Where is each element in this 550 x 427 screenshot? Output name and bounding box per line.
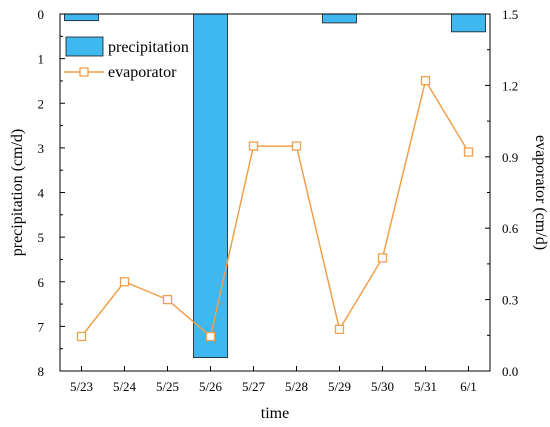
evaporator-point <box>76 331 87 342</box>
x-tick-label: 5/27 <box>242 379 266 394</box>
x-tick-label: 6/1 <box>460 379 477 394</box>
evaporator-point <box>248 141 259 151</box>
right-tick-label: 1.2 <box>502 78 518 93</box>
legend-evaporator-label: evaporator <box>108 64 177 81</box>
precipitation-bar <box>193 13 228 359</box>
right-tick-label: 0.6 <box>502 221 519 236</box>
x-tick-label: 5/31 <box>414 379 437 394</box>
left-tick-label: 8 <box>38 364 45 379</box>
x-tick-label: 5/30 <box>371 379 394 394</box>
legend: precipitation evaporator <box>64 36 189 81</box>
left-y-axis: 0 1 2 3 4 5 6 7 8 <box>38 7 65 379</box>
precipitation-bar <box>322 13 357 24</box>
evaporator-point <box>119 277 130 287</box>
legend-precipitation-swatch <box>65 36 104 57</box>
x-tick-label: 5/25 <box>156 379 179 394</box>
precipitation-bar <box>64 13 99 22</box>
right-tick-label: 0.9 <box>502 150 518 165</box>
left-tick-label: 6 <box>38 275 45 290</box>
left-tick-label: 3 <box>38 141 45 156</box>
left-y-axis-title: precipitation (cm/d) <box>9 129 26 257</box>
right-tick-label: 0.0 <box>502 364 518 379</box>
precipitation-bars <box>64 13 486 359</box>
evaporator-point <box>205 331 216 342</box>
right-tick-label: 0.3 <box>502 293 518 308</box>
plot-frame <box>59 13 491 372</box>
left-tick-label: 4 <box>38 186 45 201</box>
x-tick-label: 5/26 <box>199 379 223 394</box>
evaporator-point <box>334 324 345 335</box>
x-tick-label: 5/29 <box>328 379 351 394</box>
left-tick-label: 7 <box>38 319 45 334</box>
evaporator-line <box>80 78 470 338</box>
evaporator-point <box>377 253 388 263</box>
evaporator-point <box>420 75 431 86</box>
precipitation-bar <box>451 13 486 33</box>
right-y-axis: 0.0 0.3 0.6 0.9 1.2 1.5 <box>485 7 519 379</box>
x-axis-title: time <box>261 405 289 422</box>
evaporator-point <box>463 147 474 157</box>
x-tick-label: 5/28 <box>285 379 308 394</box>
evaporator-point <box>162 294 173 305</box>
x-tick-label: 5/23 <box>70 379 93 394</box>
left-tick-label: 5 <box>38 230 45 245</box>
legend-precipitation-label: precipitation <box>108 39 189 56</box>
x-axis: 5/23 5/24 5/25 5/26 5/27 5/28 5/29 5/30 5/31 6/1 <box>70 366 477 394</box>
right-y-axis-title: evaporator (cm/d) <box>532 135 549 250</box>
x-tick-label: 5/24 <box>113 379 137 394</box>
evaporator-point <box>291 141 302 151</box>
right-tick-label: 1.5 <box>502 7 518 22</box>
left-tick-label: 2 <box>38 96 45 111</box>
evaporator-line-layer <box>76 75 474 342</box>
left-tick-label: 1 <box>38 52 45 67</box>
left-tick-label: 0 <box>38 7 45 22</box>
legend-evaporator-marker <box>79 67 89 77</box>
